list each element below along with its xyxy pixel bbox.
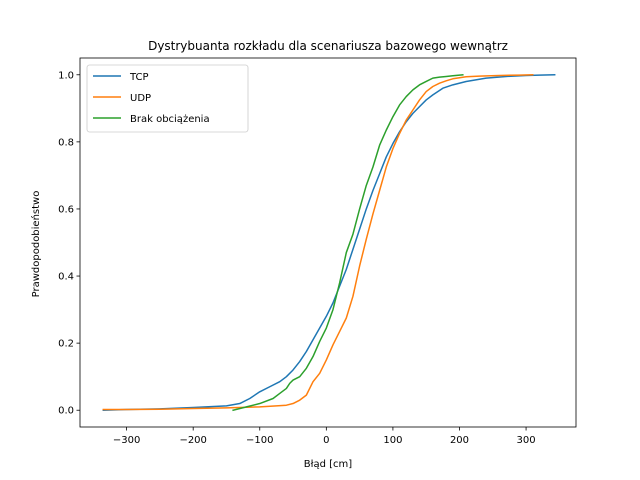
series-line-2	[232, 73, 464, 412]
x-tick-label: 200	[450, 435, 469, 446]
y-tick-label: 0.4	[58, 272, 74, 283]
x-tick-label: −200	[179, 435, 206, 446]
legend-label-0: TCP	[129, 72, 149, 83]
x-tick-label: −100	[246, 435, 273, 446]
chart-title: Dystrybuanta rozkładu dla scenariusza ba…	[148, 39, 508, 53]
x-tick-label: −300	[113, 435, 140, 446]
legend-label-1: UDP	[130, 93, 151, 104]
series-line-0	[102, 74, 556, 412]
axes-frame	[79, 57, 577, 428]
plot-area: −300 −200 −100 0 100 200 300 0.0 0.2 0.4 0.6 0.8 1.0	[58, 57, 577, 446]
x-tick-label: 0	[323, 435, 329, 446]
y-tick-label: 0.0	[58, 406, 74, 417]
x-tick-label: 100	[383, 435, 402, 446]
y-tick-label: 0.8	[58, 137, 74, 148]
x-tick-label: 300	[517, 435, 536, 446]
x-axis-label: Błąd [cm]	[304, 459, 352, 470]
y-tick-label: 1.0	[58, 70, 74, 81]
y-axis-label: Prawdopodobieństwo	[30, 191, 42, 298]
legend-box	[86, 64, 249, 133]
y-tick-label: 0.6	[58, 204, 74, 215]
legend: TCP UDP Brak obciążenia	[86, 64, 249, 133]
series-line-1	[102, 74, 534, 411]
legend-label-2: Brak obciążenia	[130, 114, 210, 125]
y-tick-label: 0.2	[58, 339, 74, 350]
